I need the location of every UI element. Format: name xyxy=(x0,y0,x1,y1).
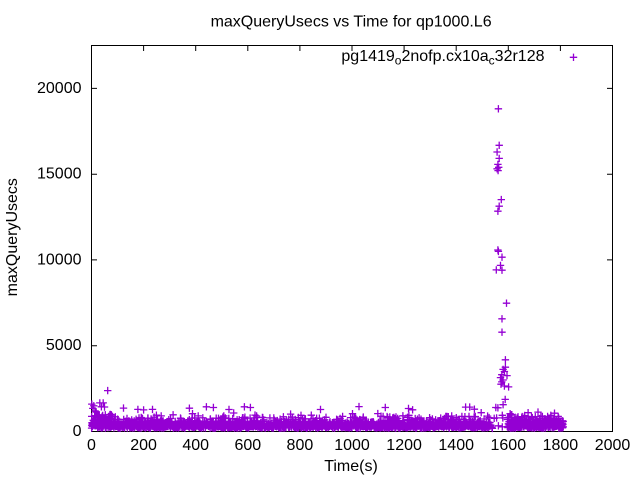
svg-text:400: 400 xyxy=(182,437,209,454)
svg-text:15000: 15000 xyxy=(37,166,82,183)
svg-text:10000: 10000 xyxy=(37,251,82,268)
svg-text:1200: 1200 xyxy=(386,437,422,454)
svg-text:5000: 5000 xyxy=(46,337,82,354)
svg-text:1800: 1800 xyxy=(543,437,579,454)
svg-text:0: 0 xyxy=(73,423,82,440)
svg-text:1000: 1000 xyxy=(334,437,370,454)
svg-text:pg1419o2nofp.cx10ac32r128: pg1419o2nofp.cx10ac32r128 xyxy=(341,48,544,68)
svg-text:800: 800 xyxy=(287,437,314,454)
svg-text:1400: 1400 xyxy=(438,437,474,454)
svg-text:1600: 1600 xyxy=(491,437,527,454)
svg-text:20000: 20000 xyxy=(37,80,82,97)
svg-text:200: 200 xyxy=(130,437,157,454)
svg-text:Time(s): Time(s) xyxy=(324,458,378,475)
svg-text:2000: 2000 xyxy=(595,437,631,454)
svg-text:0: 0 xyxy=(87,437,96,454)
svg-text:maxQueryUsecs: maxQueryUsecs xyxy=(4,178,21,296)
svg-text:600: 600 xyxy=(234,437,261,454)
svg-text:maxQueryUsecs vs Time for qp10: maxQueryUsecs vs Time for qp1000.L6 xyxy=(211,14,492,31)
